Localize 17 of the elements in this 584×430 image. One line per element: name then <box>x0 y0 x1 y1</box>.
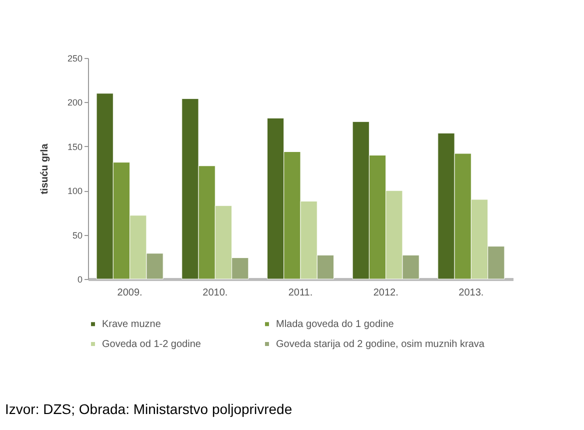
y-tick-label: 50 <box>72 230 82 240</box>
legend-label: Goveda starija od 2 godine, osim muznih krava <box>276 339 485 350</box>
x-tick-label: 2009. <box>117 288 142 298</box>
x-tick-label: 2010. <box>202 288 228 298</box>
y-tick-label: 150 <box>67 142 82 152</box>
y-tick-label: 200 <box>67 98 82 108</box>
x-tick-label: 2011. <box>288 288 313 298</box>
x-tick-label: 2012. <box>373 288 398 298</box>
y-tick-label: 100 <box>67 186 82 196</box>
legend-label: Mlada goveda do 1 godine <box>276 319 394 330</box>
y-tick-label: 0 <box>77 274 82 284</box>
legend-label: Krave muzne <box>102 319 162 330</box>
y-axis-title: tisuću grla <box>39 143 50 194</box>
legend-label: Goveda od 1-2 godine <box>102 339 202 350</box>
x-tick-label: 2013. <box>458 288 484 298</box>
y-tick-label: 250 <box>67 54 82 64</box>
text: Izvor: DZS; Obrada: Ministarstvo poljoprivrede <box>5 401 292 417</box>
